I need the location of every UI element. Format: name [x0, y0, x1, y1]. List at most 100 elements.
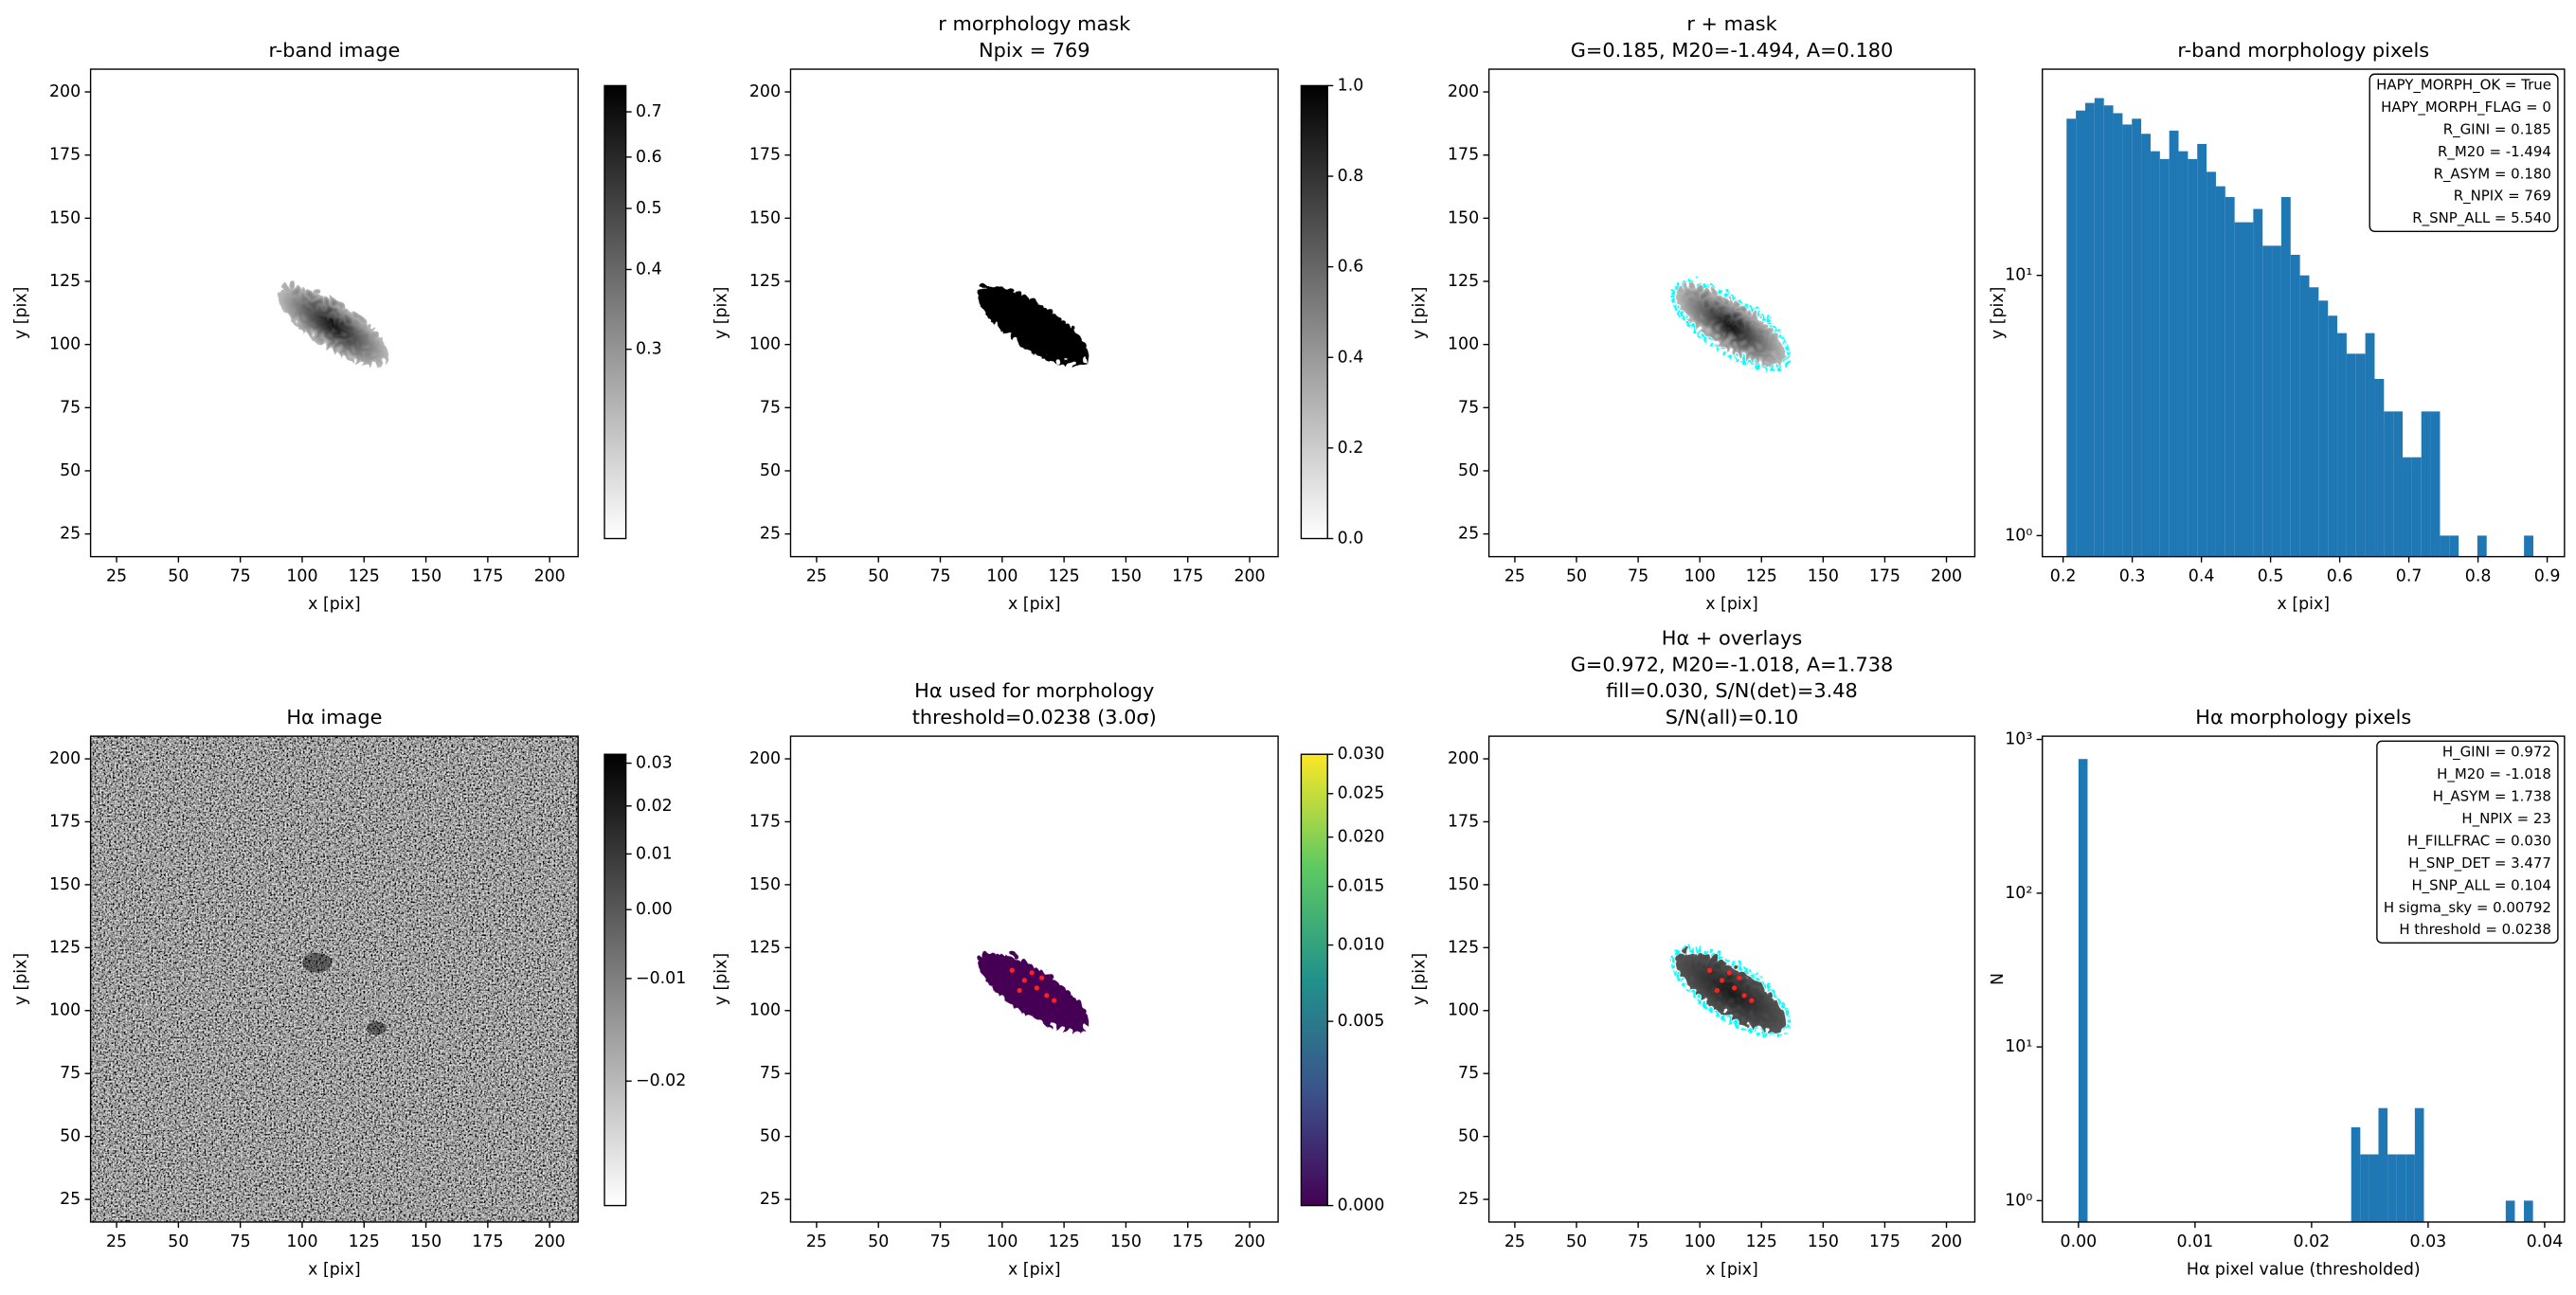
bar	[2384, 411, 2394, 557]
y-tick-label: 50	[760, 1127, 781, 1146]
colorbar-tick-label: 0.7	[636, 102, 662, 121]
plot-area	[976, 945, 1088, 1026]
annotation-line: R_NPIX = 769	[2454, 188, 2551, 205]
x-tick-label: 50	[168, 1232, 189, 1251]
bar	[2243, 222, 2254, 557]
annotation-line: H sigma_sky = 0.00792	[2384, 899, 2551, 916]
chart-title: Hα used for morphology	[914, 679, 1154, 702]
bar	[2421, 411, 2431, 557]
y-tick-label: 150	[749, 875, 781, 894]
colorbar-tick-label: 0.5	[636, 199, 662, 218]
x-axis-label: x [pix]	[1705, 595, 1758, 614]
bar	[2369, 1154, 2379, 1222]
chart-title: fill=0.030, S/N(det)=3.48	[1606, 679, 1858, 702]
bar	[2403, 457, 2412, 557]
bar	[2328, 315, 2338, 557]
bar	[2150, 151, 2160, 557]
detection-dot	[1039, 975, 1045, 980]
y-tick-label: 200	[1448, 749, 1479, 768]
bar	[2378, 1107, 2388, 1222]
chart-title: r-band image	[268, 39, 400, 62]
x-tick-label: 25	[1504, 1232, 1525, 1251]
colorbar-tick-label: 0.010	[1338, 936, 1385, 955]
colorbar	[603, 84, 627, 540]
bar	[2337, 333, 2347, 557]
y-tick-label: 100	[1448, 335, 1479, 354]
detection-dot	[1044, 993, 1050, 998]
colorbar-tick-label: 0.3	[636, 340, 662, 359]
noise-image	[90, 736, 579, 1222]
annotation: HAPY_MORPH_OK = True HAPY_MORPH_FLAG = 0 R…	[2369, 73, 2559, 232]
bar	[2290, 254, 2300, 557]
y-tick-label: 175	[49, 146, 81, 165]
bar	[2103, 105, 2114, 557]
plot-area	[276, 279, 387, 360]
x-tick-label: 150	[1808, 567, 1839, 585]
y-tick-label: 75	[760, 1064, 781, 1083]
x-tick-label: 50	[1566, 567, 1587, 585]
plot-area	[1669, 941, 1790, 1030]
x-tick-label: 175	[1869, 1232, 1900, 1251]
x-tick-label: 25	[106, 567, 127, 585]
y-tick-label: 125	[49, 272, 81, 291]
chart-title: S/N(all)=0.10	[1666, 706, 1798, 728]
colorbar	[1300, 753, 1328, 1207]
y-tick-label: 25	[1458, 1190, 1479, 1209]
y-tick-label: 75	[60, 398, 81, 417]
plot-area	[1669, 275, 1790, 364]
y-tick-label: 175	[749, 146, 781, 165]
colorbar-tick-label: 0.8	[1338, 167, 1364, 186]
colorbar-tick-label: 0.6	[1338, 258, 1364, 277]
x-tick-label: 175	[1869, 567, 1900, 585]
bar	[2411, 457, 2422, 557]
y-axis-label: N	[1989, 973, 2008, 985]
axes-frame	[2042, 735, 2566, 1223]
bar	[2430, 411, 2441, 557]
bar	[2132, 118, 2142, 557]
y-tick-label: 150	[49, 208, 81, 227]
x-tick-label: 0.01	[2177, 1232, 2214, 1251]
y-axis-label: y [pix]	[12, 953, 31, 1006]
colorbar-tick-label: 0.4	[636, 260, 662, 279]
chart-title: Hα + overlays	[1662, 627, 1802, 650]
x-tick-label: 125	[1049, 567, 1080, 585]
colorbar-tick-label: 0.03	[636, 754, 673, 773]
detection-dot	[1034, 985, 1039, 991]
x-tick-label: 125	[1746, 1232, 1777, 1251]
x-tick-label: 175	[472, 1232, 503, 1251]
y-tick-label: 175	[749, 812, 781, 831]
bar	[2477, 535, 2487, 557]
y-tick-label: 50	[60, 461, 81, 480]
plot-area	[2078, 759, 2533, 1222]
detection-dot	[1029, 970, 1035, 976]
x-axis-label: x [pix]	[308, 1260, 361, 1279]
y-tick-label: 175	[1448, 146, 1479, 165]
y-tick-label: 150	[49, 875, 81, 894]
y-tick-label: 75	[1458, 1064, 1479, 1083]
bar	[2299, 275, 2310, 557]
y-tick-label: 50	[760, 461, 781, 480]
y-tick-label: 25	[760, 525, 781, 544]
bar	[2141, 134, 2151, 557]
x-tick-label: 75	[230, 567, 251, 585]
y-tick-label: 125	[1448, 938, 1479, 957]
annotation-line: H_SNP_ALL = 0.104	[2411, 876, 2550, 893]
x-tick-label: 175	[1172, 567, 1203, 585]
bar	[2524, 1200, 2533, 1222]
bar	[2207, 171, 2216, 557]
x-axis-label: x [pix]	[308, 595, 361, 614]
x-tick-label: 125	[349, 567, 380, 585]
bar	[2272, 245, 2281, 557]
x-tick-label: 0.4	[2189, 567, 2215, 585]
bar	[2374, 379, 2385, 557]
x-tick-label: 200	[534, 1232, 566, 1251]
x-tick-label: 100	[286, 1232, 317, 1251]
x-tick-label: 175	[1172, 1232, 1203, 1251]
x-axis-label: x [pix]	[1705, 1260, 1758, 1279]
bar	[2396, 1154, 2406, 1222]
bar	[2076, 110, 2085, 557]
colorbar-tick-label: 0.000	[1338, 1196, 1385, 1215]
bar	[2234, 222, 2244, 557]
y-tick-label: 150	[1448, 875, 1479, 894]
